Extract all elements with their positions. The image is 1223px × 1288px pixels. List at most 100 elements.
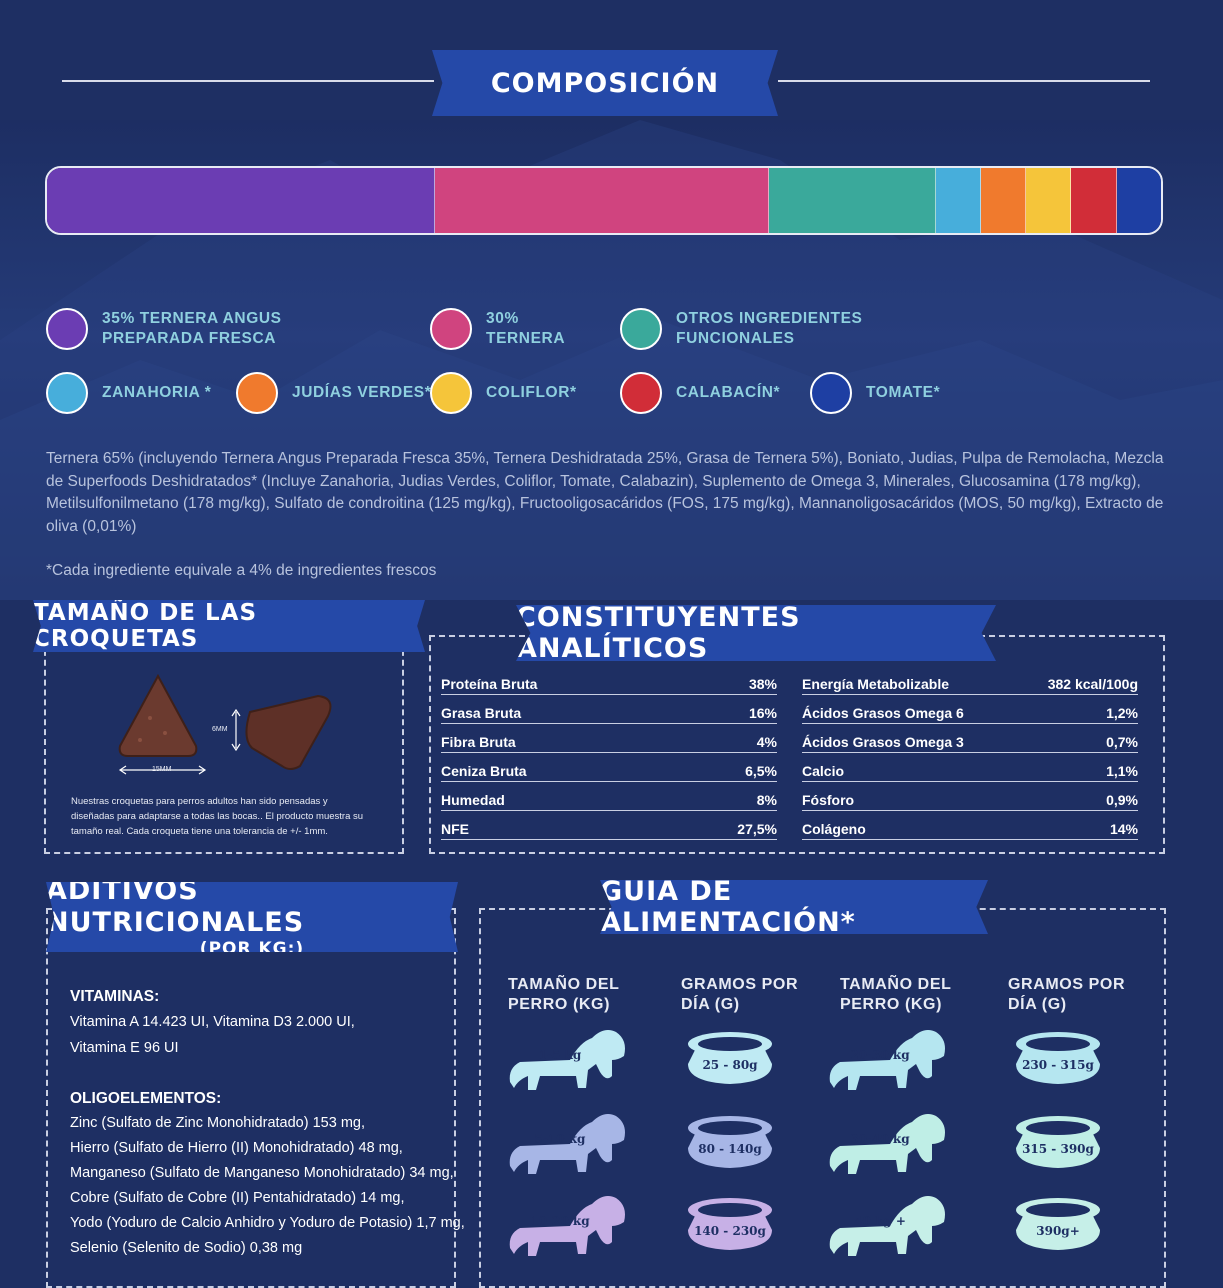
composition-segment — [1026, 168, 1072, 233]
legend-label: OTROS INGREDIENTES FUNCIONALES — [676, 310, 863, 347]
divider-line-left — [62, 80, 434, 82]
analiticos-value: 1,2% — [1106, 705, 1138, 721]
bowl-icon — [688, 1198, 772, 1250]
vitaminas-title: VITAMINAS: — [70, 988, 160, 1005]
list-line: Manganeso (Sulfato de Manganeso Monohidr… — [70, 1165, 454, 1181]
legend-dot — [620, 372, 662, 414]
composition-segment — [935, 168, 981, 233]
legend-label: COLIFLOR* — [486, 384, 577, 401]
analiticos-name: Grasa Bruta — [441, 705, 522, 721]
analiticos-name: Humedad — [441, 792, 505, 808]
guia-header-grams-right: GRAMOS POR DÍA (G) — [1008, 976, 1126, 1013]
bowl-icon — [1016, 1032, 1100, 1084]
analiticos-name: Colágeno — [802, 821, 866, 837]
analiticos-row: Ácidos Grasos Omega 6 1,2% — [802, 695, 1138, 724]
analiticos-row: NFE 27,5% — [441, 811, 777, 840]
croquetas-note: Nuestras croquetas para perros adultos h… — [71, 796, 364, 837]
composition-bar — [45, 166, 1163, 235]
dog-weight-label: 30-40 kg — [850, 1132, 910, 1146]
analiticos-row: Colágeno 14% — [802, 811, 1138, 840]
list-line: Yodo (Yoduro de Calcio Anhidro y Yoduro … — [70, 1215, 465, 1231]
legend-label: 30% TERNERA — [486, 310, 566, 347]
aditivos-subtitle: (POR KG:) — [199, 939, 305, 959]
dog-weight-label: 20-30 kg — [850, 1048, 910, 1062]
legend-item: JUDÍAS VERDES* — [236, 372, 431, 414]
bowl-grams-label: 230 - 315g — [1022, 1058, 1094, 1072]
legend-dot — [46, 372, 88, 414]
legend-label: 35% TERNERA ANGUS PREPARADA FRESCA — [102, 310, 282, 347]
list-line: Cobre (Sulfato de Cobre (II) Pentahidrat… — [70, 1190, 405, 1206]
composition-segment — [1071, 168, 1117, 233]
analiticos-name: NFE — [441, 821, 469, 837]
analiticos-name: Calcio — [802, 763, 845, 779]
legend-item: 30% TERNERA — [430, 308, 565, 350]
analiticos-row: Humedad 8% — [441, 782, 777, 811]
legend-item: COLIFLOR* — [430, 372, 577, 414]
analiticos-name: Fósforo — [802, 792, 855, 808]
ingredients-footnote: *Cada ingrediente equivale a 4% de ingre… — [46, 562, 437, 579]
legend-item: CALABACÍN* — [620, 372, 780, 414]
analiticos-name: Ceniza Bruta — [441, 763, 527, 779]
kibble-width-label: 15MM — [152, 766, 172, 773]
bowl-grams-label: 140 - 230g — [694, 1224, 766, 1238]
legend-dot — [236, 372, 278, 414]
bowl-grams-label: 25 - 80g — [702, 1058, 758, 1072]
legend-item: TOMATE* — [810, 372, 940, 414]
guia-title: GUÍA DE ALIMENTACIÓN* — [600, 880, 988, 934]
dog-weight-label: 5-10 kg — [534, 1132, 586, 1146]
legend-label: TOMATE* — [866, 384, 941, 401]
analiticos-value: 14% — [1109, 821, 1138, 837]
legend-label: JUDÍAS VERDES* — [292, 384, 432, 401]
dog-icon — [509, 1030, 625, 1090]
analiticos-row: Calcio 1,1% — [802, 753, 1138, 782]
aditivos-title-banner: ADITIVOS NUTRICIONALES (POR KG:) — [46, 882, 458, 952]
list-line: Vitamina E 96 UI — [70, 1040, 179, 1056]
analiticos-value: 38% — [748, 676, 777, 692]
bowl-icon — [688, 1032, 772, 1084]
analiticos-row: Fósforo 0,9% — [802, 782, 1138, 811]
legend-item: OTROS INGREDIENTES FUNCIONALES — [620, 308, 862, 350]
analiticos-name: Proteína Bruta — [441, 676, 538, 692]
analiticos-name: Ácidos Grasos Omega 6 — [802, 705, 964, 721]
analiticos-title: CONSTITUYENTES ANALÍTICOS — [516, 605, 996, 661]
list-line: Hierro (Sulfato de Hierro (II) Monohidra… — [70, 1140, 403, 1156]
legend-dot — [46, 308, 88, 350]
aditivos-title: ADITIVOS NUTRICIONALES — [46, 875, 305, 938]
dog-icon — [509, 1196, 625, 1256]
analiticos-value: 8% — [756, 792, 777, 808]
analiticos-row: Grasa Bruta 16% — [441, 695, 777, 724]
bowl-icon — [1016, 1116, 1100, 1168]
analiticos-row: Energía Metabolizable 382 kcal/100g — [802, 666, 1138, 695]
dog-icon — [829, 1114, 945, 1174]
guia-header-dog-size-left: TAMAÑO DEL PERRO (KG) — [508, 976, 620, 1013]
composition-segment — [47, 168, 436, 233]
legend-dot — [430, 372, 472, 414]
bowl-grams-label: 315 - 390g — [1022, 1142, 1094, 1156]
list-line: Selenio (Selenito de Sodio) 0,38 mg — [70, 1240, 303, 1256]
bowl-icon — [688, 1116, 772, 1168]
kibble-height-label: 6MM — [212, 726, 228, 733]
ingredients-text: Ternera 65% (incluyendo Ternera Angus Pr… — [46, 450, 1164, 535]
legend-item: ZANAHORIA * — [46, 372, 211, 414]
analiticos-row: Fibra Bruta 4% — [441, 724, 777, 753]
dog-weight-label: 1-5 kg — [538, 1048, 582, 1062]
list-line: Zinc (Sulfato de Zinc Monohidratado) 153… — [70, 1115, 365, 1131]
divider-line-right — [778, 80, 1150, 82]
composition-segment — [768, 168, 936, 233]
dog-weight-label: 40 kg + — [854, 1214, 906, 1228]
analiticos-row: Ácidos Grasos Omega 3 0,7% — [802, 724, 1138, 753]
analiticos-value: 4% — [756, 734, 777, 750]
analiticos-value: 27,5% — [737, 821, 777, 837]
croquetas-title: TAMAÑO DE LAS CROQUETAS — [33, 600, 425, 652]
analiticos-row: Ceniza Bruta 6,5% — [441, 753, 777, 782]
composition-segment — [1116, 168, 1161, 233]
dog-icon — [829, 1196, 945, 1256]
analiticos-value: 0,9% — [1106, 792, 1138, 808]
dog-icon — [829, 1030, 945, 1090]
guia-header-dog-size-right: TAMAÑO DEL PERRO (KG) — [840, 976, 952, 1013]
composition-segment — [435, 168, 769, 233]
analiticos-name: Fibra Bruta — [441, 734, 516, 750]
analiticos-value: 1,1% — [1106, 763, 1138, 779]
analiticos-value: 16% — [748, 705, 777, 721]
analiticos-value: 6,5% — [745, 763, 777, 779]
